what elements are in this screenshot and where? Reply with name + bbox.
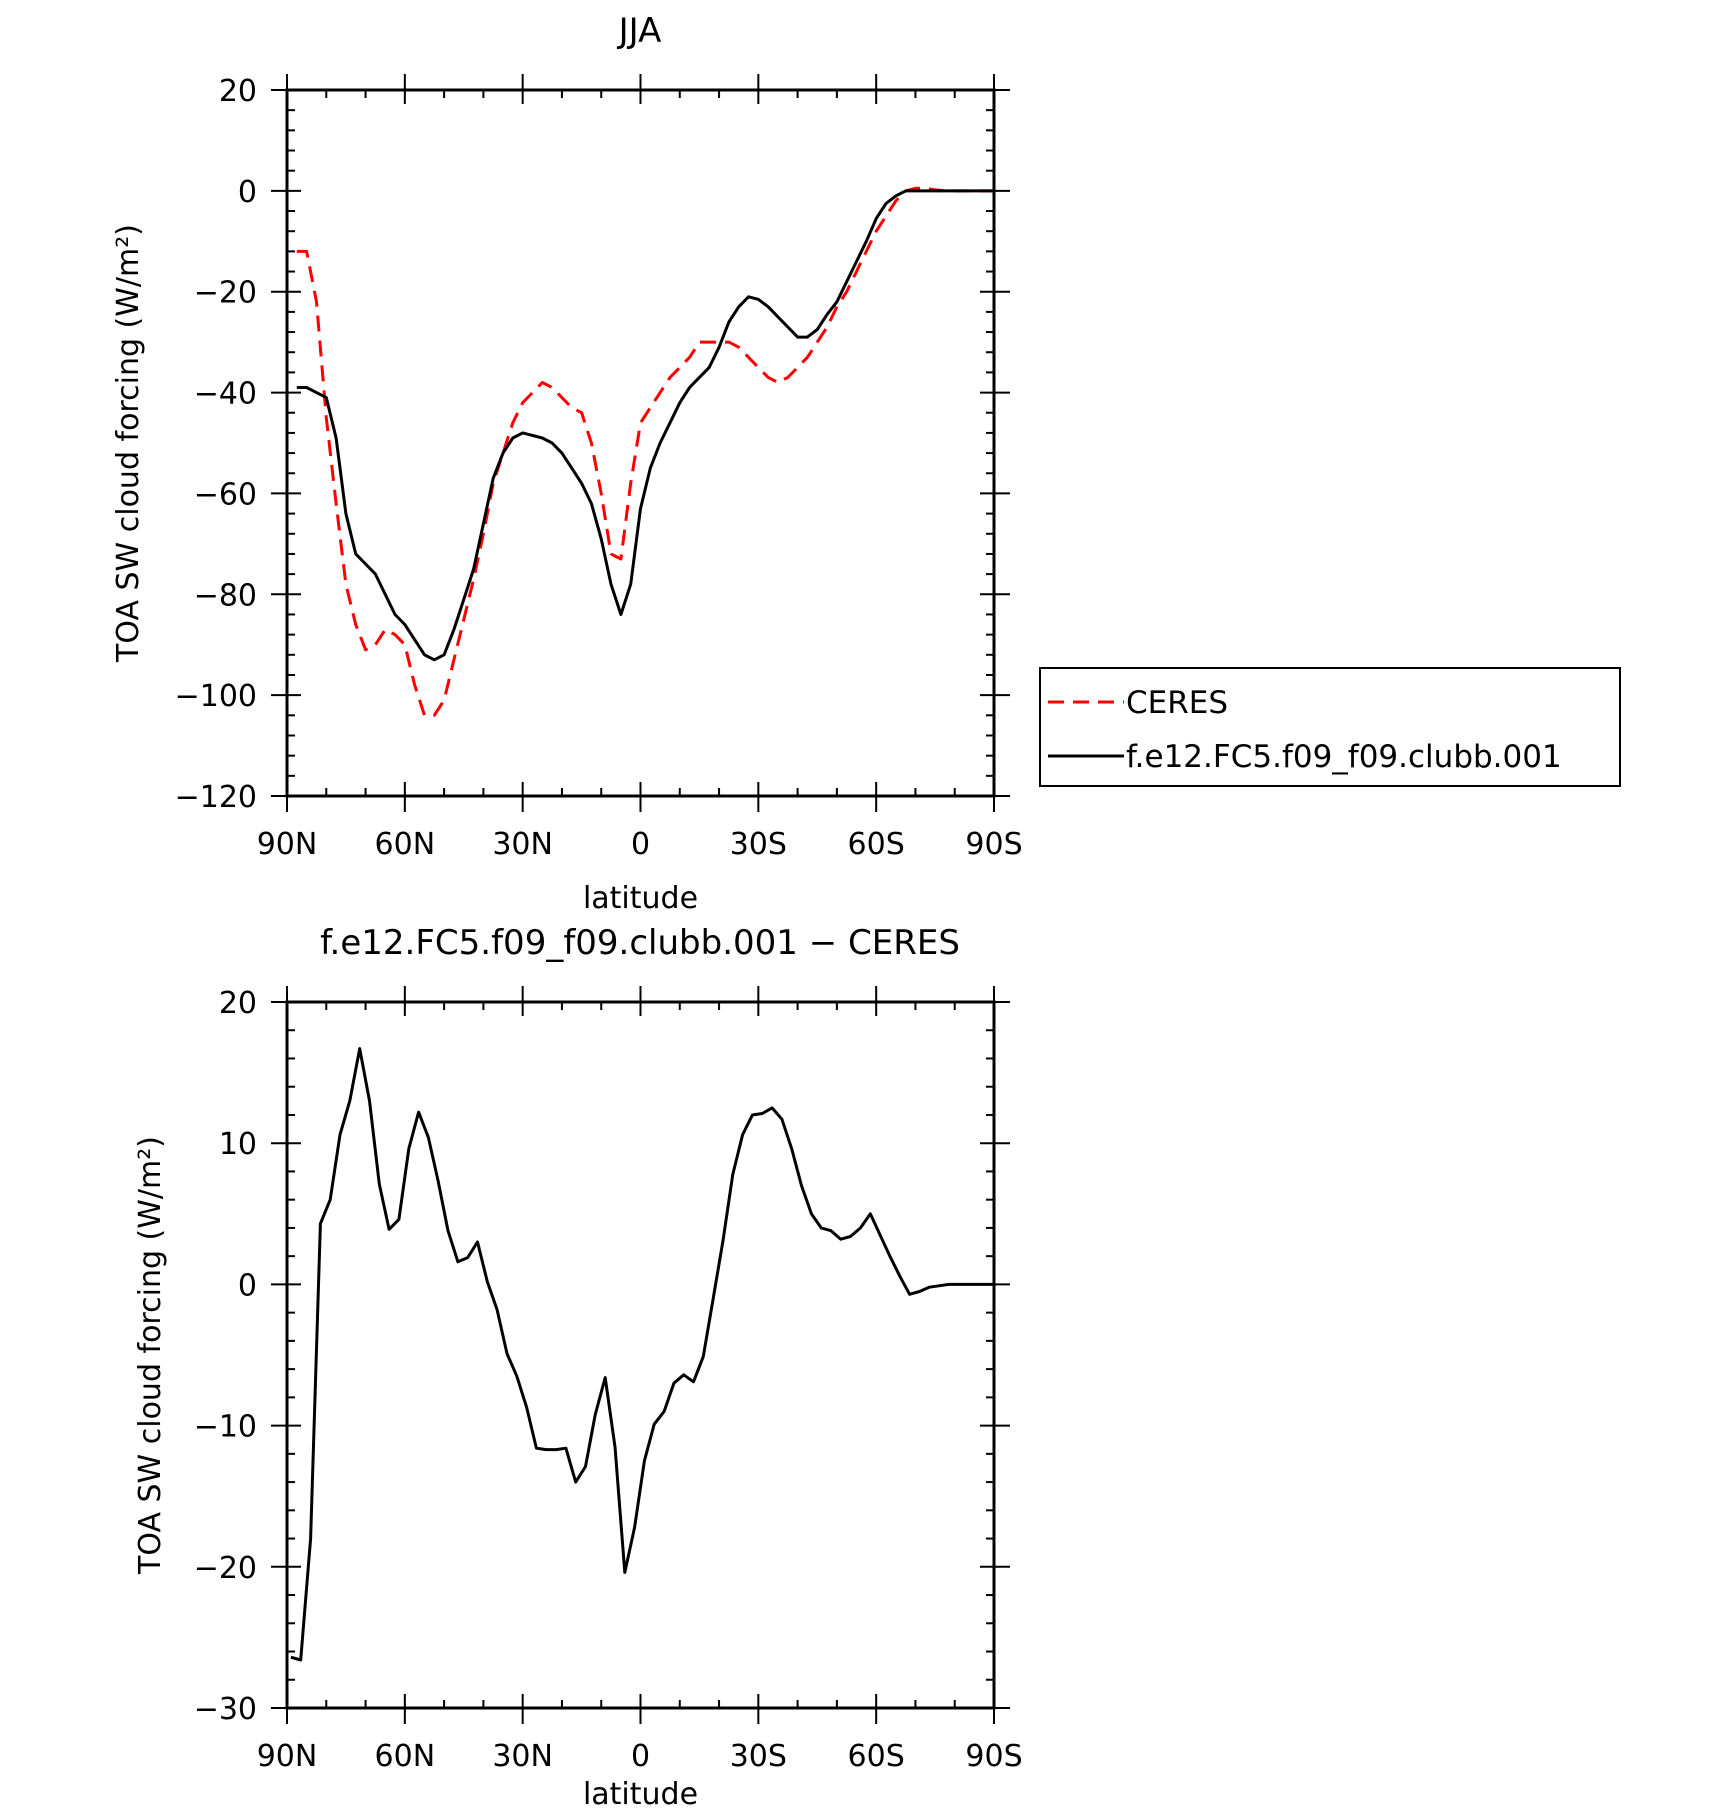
bottom-y-tick-label: 0: [238, 1268, 257, 1303]
top-x-tick-label: 90S: [965, 827, 1022, 862]
bottom-x-tick-labels: 90N 60N 30N 0 30S 60S 90S: [257, 1739, 1023, 1774]
top-ticks: [271, 74, 1010, 812]
bottom-series-group: [290, 1047, 994, 1662]
bottom-y-tick-label: 20: [219, 986, 257, 1021]
top-y-tick-label: 0: [238, 175, 257, 210]
legend-label-model: f.e12.FC5.f09_f09.clubb.001: [1126, 739, 1562, 775]
top-x-tick-label: 60S: [848, 827, 905, 862]
bottom-x-tick-label: 90S: [965, 1739, 1022, 1774]
bottom-ticks: [271, 986, 1010, 1724]
bottom-series-line-0: [290, 1047, 994, 1662]
top-x-axis-title: latitude: [583, 881, 698, 916]
bottom-x-axis-title: latitude: [583, 1777, 698, 1811]
bottom-x-tick-label: 0: [631, 1739, 650, 1774]
legend-label-ceres: CERES: [1126, 685, 1228, 721]
bottom-y-tick-label: −30: [194, 1692, 257, 1727]
bottom-x-tick-label: 60S: [848, 1739, 905, 1774]
bottom-y-tick-label: 10: [219, 1127, 257, 1162]
top-y-tick-label: −120: [175, 780, 257, 815]
bottom-panel: f.e12.FC5.f09_f09.clubb.001 − CERES 20 1…: [133, 923, 1023, 1811]
top-x-tick-label: 60N: [375, 827, 436, 862]
top-y-tick-label: −80: [194, 578, 257, 613]
legend: CERES f.e12.FC5.f09_f09.clubb.001: [1039, 667, 1621, 787]
top-y-tick-labels: 20 0 −20 −40 −60 −80 −100 −120: [175, 74, 257, 815]
bottom-x-tick-label: 60N: [375, 1739, 436, 1774]
top-series-group: [296, 186, 994, 717]
bottom-y-axis-title: TOA SW cloud forcing (W/m²): [133, 1136, 168, 1575]
top-chart-title: JJA: [617, 11, 662, 51]
top-plot-frame: [285, 88, 996, 798]
top-y-tick-label: −20: [194, 276, 257, 311]
bottom-y-tick-label: −10: [194, 1410, 257, 1445]
legend-box: [1039, 667, 1621, 787]
bottom-chart-title: f.e12.FC5.f09_f09.clubb.001 − CERES: [320, 923, 960, 963]
top-y-axis-title: TOA SW cloud forcing (W/m²): [111, 224, 146, 663]
top-y-tick-label: −40: [194, 377, 257, 412]
top-y-tick-label: −60: [194, 477, 257, 512]
top-series-line-ceres: [296, 186, 994, 717]
top-x-tick-labels: 90N 60N 30N 0 30S 60S 90S: [257, 827, 1023, 862]
bottom-y-tick-label: −20: [194, 1551, 257, 1586]
top-series-line-f-e12-fc5-f09-f09-clubb-001: [296, 189, 994, 662]
top-panel: JJA 20 0 −20 −40 −60 −80 −100 −120 90N 6…: [111, 11, 1621, 916]
bottom-x-tick-label: 90N: [257, 1739, 318, 1774]
bottom-plot-frame: [285, 1000, 996, 1710]
top-x-tick-label: 0: [631, 827, 650, 862]
top-x-tick-label: 30S: [730, 827, 787, 862]
top-y-tick-label: 20: [219, 74, 257, 109]
bottom-y-tick-labels: 20 10 0 −10 −20 −30: [194, 986, 257, 1727]
top-x-tick-label: 90N: [257, 827, 318, 862]
top-y-tick-label: −100: [175, 679, 257, 714]
bottom-x-tick-label: 30S: [730, 1739, 787, 1774]
top-x-tick-label: 30N: [492, 827, 553, 862]
bottom-x-tick-label: 30N: [492, 1739, 553, 1774]
